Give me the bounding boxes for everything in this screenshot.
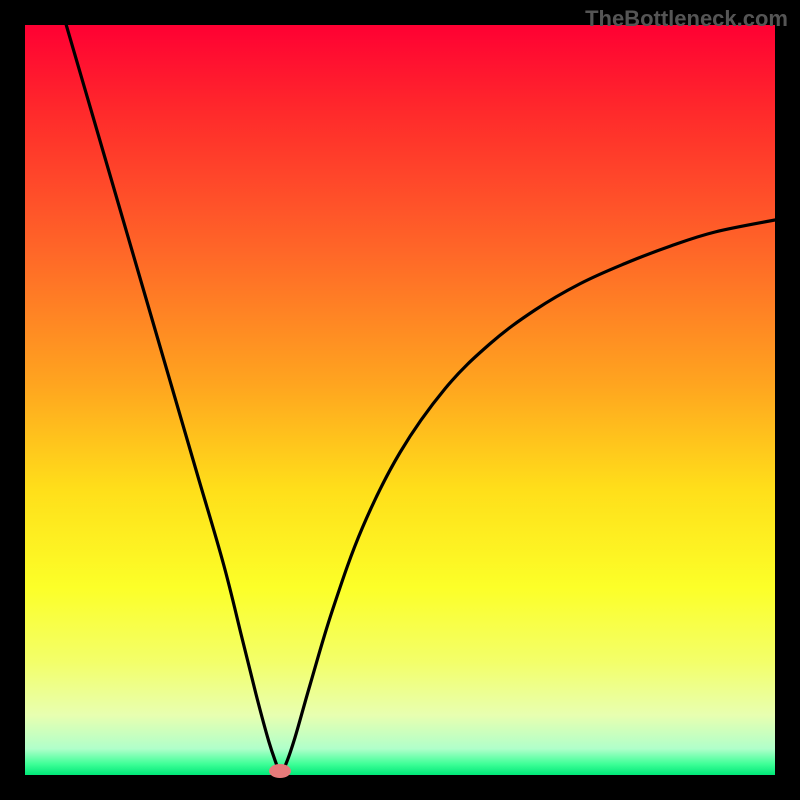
optimal-marker	[269, 764, 291, 778]
gradient-background	[25, 25, 775, 775]
plot-area	[25, 25, 775, 775]
watermark-text: TheBottleneck.com	[585, 6, 788, 32]
chart-svg	[25, 25, 775, 775]
